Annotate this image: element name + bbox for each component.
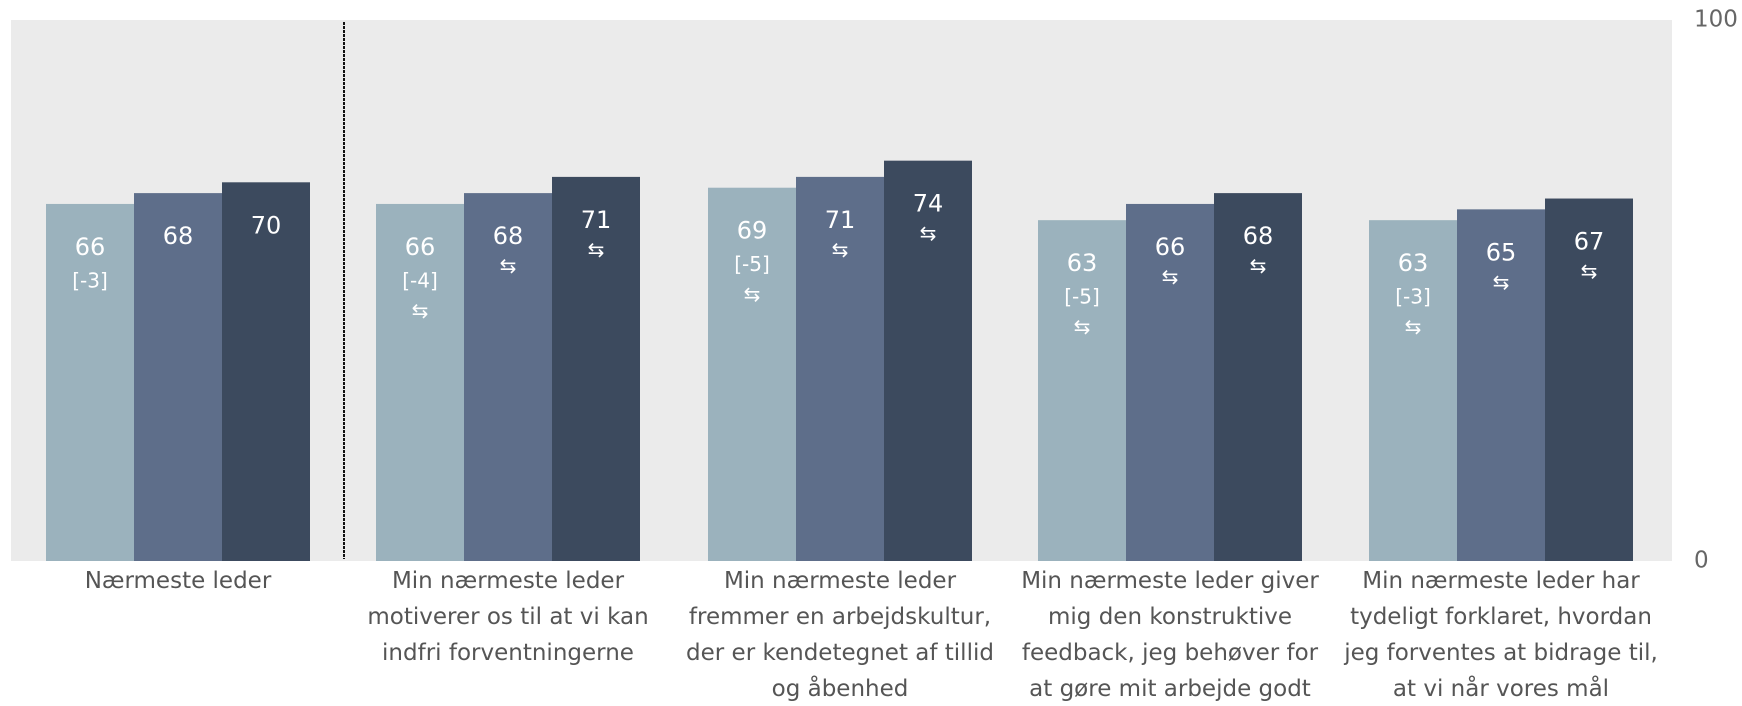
bar bbox=[1369, 220, 1457, 562]
bar bbox=[1038, 220, 1126, 562]
y-tick-label: 100 bbox=[1694, 7, 1738, 33]
trend-symbol: ⇆ bbox=[1250, 254, 1267, 278]
bar bbox=[1214, 193, 1302, 561]
value-label: 69 bbox=[737, 217, 768, 245]
y-tick-label: 0 bbox=[1694, 548, 1709, 574]
value-label: 63 bbox=[1067, 249, 1098, 277]
bar bbox=[552, 176, 640, 561]
trend-symbol: ⇆ bbox=[500, 254, 517, 278]
value-label: 66 bbox=[1155, 233, 1186, 261]
value-label: 67 bbox=[1574, 228, 1605, 256]
bar bbox=[222, 182, 310, 562]
bar bbox=[708, 187, 796, 561]
value-label: 68 bbox=[1243, 222, 1274, 250]
value-label: 70 bbox=[251, 211, 282, 239]
value-label: 68 bbox=[163, 222, 194, 250]
diff-label: [-3] bbox=[1395, 285, 1431, 309]
bar bbox=[1457, 209, 1545, 561]
trend-symbol: ⇆ bbox=[588, 237, 605, 261]
bar bbox=[1545, 198, 1633, 561]
trend-symbol: ⇆ bbox=[1581, 259, 1598, 283]
diff-label: [-4] bbox=[402, 268, 438, 292]
trend-symbol: ⇆ bbox=[412, 298, 429, 322]
trend-symbol: ⇆ bbox=[1162, 264, 1179, 288]
diff-label: [-5] bbox=[1064, 285, 1100, 309]
bar bbox=[1126, 203, 1214, 561]
trend-symbol: ⇆ bbox=[744, 282, 761, 306]
x-tick-label: Min nærmeste leder fremmer en arbejdskul… bbox=[686, 568, 994, 702]
value-label: 71 bbox=[825, 206, 856, 234]
value-label: 63 bbox=[1398, 249, 1429, 277]
bar bbox=[464, 193, 552, 561]
value-label: 74 bbox=[913, 190, 944, 218]
value-label: 65 bbox=[1486, 238, 1517, 266]
value-label: 66 bbox=[75, 233, 106, 261]
diff-label: [-3] bbox=[72, 268, 108, 292]
bar bbox=[46, 203, 134, 561]
x-tick-label: Min nærmeste leder giver mig den konstru… bbox=[1021, 568, 1319, 702]
x-tick-label: Min nærmeste leder har tydeligt forklare… bbox=[1344, 568, 1658, 702]
x-tick-label: Min nærmeste leder motiverer os til at v… bbox=[367, 568, 649, 666]
value-label: 71 bbox=[581, 206, 612, 234]
bar bbox=[134, 193, 222, 561]
bar bbox=[796, 176, 884, 561]
value-label: 68 bbox=[493, 222, 524, 250]
bar bbox=[884, 160, 972, 561]
diff-label: [-5] bbox=[734, 252, 770, 276]
trend-symbol: ⇆ bbox=[1493, 270, 1510, 294]
trend-symbol: ⇆ bbox=[832, 237, 849, 261]
trend-symbol: ⇆ bbox=[1405, 315, 1422, 339]
trend-symbol: ⇆ bbox=[920, 221, 937, 245]
trend-symbol: ⇆ bbox=[1074, 315, 1091, 339]
value-label: 66 bbox=[405, 233, 436, 261]
bar bbox=[376, 203, 464, 561]
x-tick-label: Nærmeste leder bbox=[84, 568, 272, 594]
